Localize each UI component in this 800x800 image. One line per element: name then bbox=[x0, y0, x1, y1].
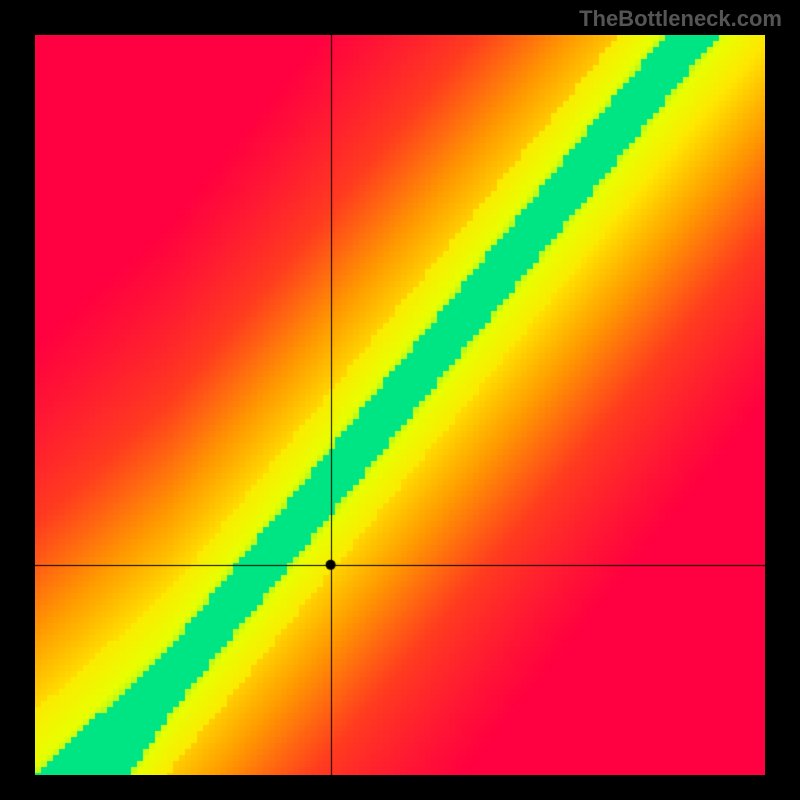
chart-frame: TheBottleneck.com bbox=[0, 0, 800, 800]
bottleneck-heatmap bbox=[35, 35, 765, 775]
watermark-text: TheBottleneck.com bbox=[579, 6, 782, 32]
